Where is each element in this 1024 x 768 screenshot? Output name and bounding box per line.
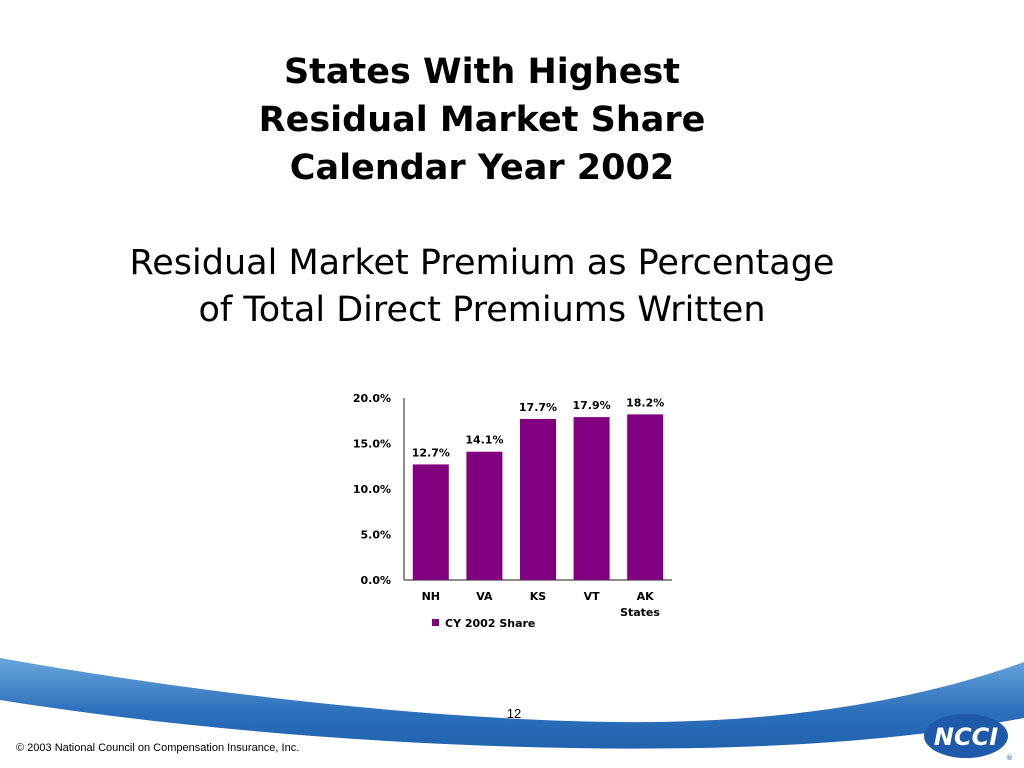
y-tick-label: 20.0% (353, 392, 391, 405)
title-line-1: States With Highest (283, 52, 681, 92)
svg-text:NCCI: NCCI (934, 723, 998, 751)
legend-swatch (432, 619, 439, 626)
bar-nh (412, 464, 449, 580)
data-label-nh: 12.7% (412, 446, 450, 459)
bar-ks (520, 418, 556, 580)
legend-label: CY 2002 Share (445, 617, 535, 630)
slide-title: States With Highest Residual Market Shar… (0, 48, 994, 192)
y-tick-label: 15.0% (353, 438, 391, 451)
x-tick-label-ks: KS (530, 590, 547, 603)
subtitle-line-1: Residual Market Premium as Percentage (129, 243, 835, 283)
data-label-va: 14.1% (465, 434, 503, 447)
x-tick-label-vt: VT (584, 590, 601, 603)
x-tick-label-nh: NH (422, 590, 440, 603)
copyright-text: © 2003 National Council on Compensation … (16, 742, 300, 754)
y-tick-label: 10.0% (353, 483, 391, 496)
page-number: 12 (506, 706, 522, 721)
ncci-logo: NCCI ® (924, 714, 1013, 762)
data-label-ak: 18.2% (626, 396, 664, 409)
x-tick-label-va: VA (476, 590, 493, 603)
subtitle-line-2: of Total Direct Premiums Written (198, 290, 766, 330)
y-tick-label: 0.0% (360, 574, 391, 587)
bar-ak (627, 414, 664, 580)
y-tick-label: 5.0% (360, 529, 391, 542)
data-label-ks: 17.7% (519, 401, 557, 414)
x-axis-label: States (620, 606, 660, 619)
slide-subtitle: Residual Market Premium as Percentage of… (0, 240, 994, 334)
bar-va (466, 451, 503, 580)
bar-vt (573, 417, 610, 580)
svg-text:®: ® (1006, 754, 1013, 762)
x-tick-label-ak: AK (637, 590, 655, 603)
title-line-2: Residual Market Share (258, 100, 706, 140)
title-line-3: Calendar Year 2002 (289, 148, 675, 188)
data-label-vt: 17.9% (573, 399, 611, 412)
